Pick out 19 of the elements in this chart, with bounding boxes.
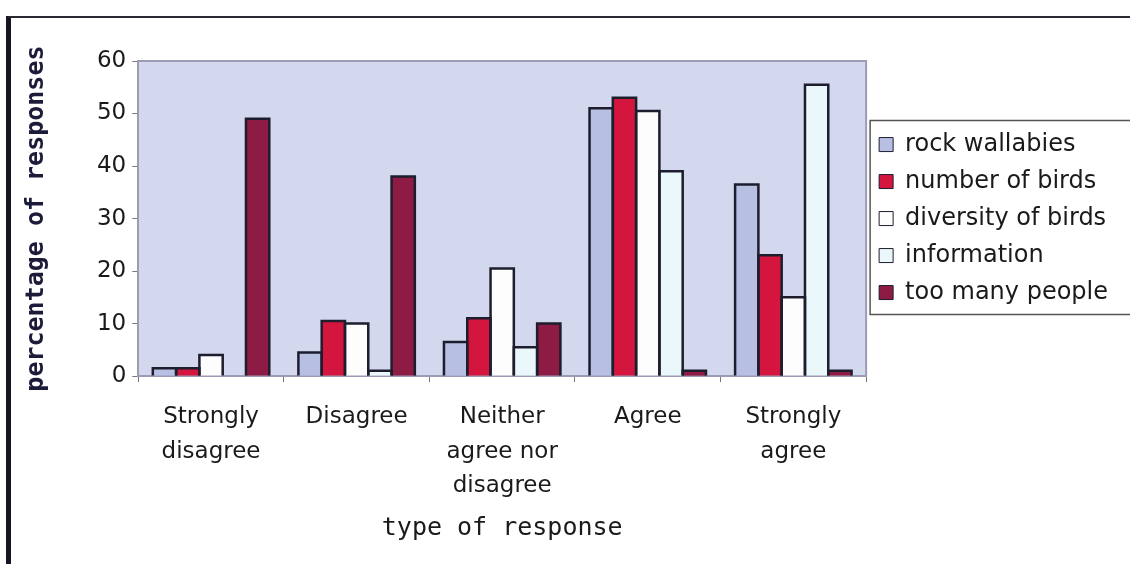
y-tick-label: 50 [96,98,127,125]
y-tick-label: 0 [111,361,127,388]
legend-label: diversity of birds [905,202,1107,231]
y-axis-title: percentage of responses [19,45,49,392]
y-tick-label: 60 [96,45,127,72]
y-tick-label: 20 [96,256,127,283]
x-tick-label: Strongly agree [745,401,842,463]
legend-label: too many people [905,276,1108,305]
legend-label: information [905,239,1044,268]
x-tick-label: Agree [613,401,682,428]
y-tick-label: 10 [96,308,127,335]
x-axis-title: type of response [381,511,623,541]
x-tick-label: Strongly disagree [161,401,261,463]
x-tick-label: Disagree [305,401,408,428]
x-tick-label: Neither agree nor disagree [446,401,559,498]
y-tick-label: 30 [96,203,127,230]
y-tick-label: 40 [96,151,127,178]
legend-label: rock wallabies [905,128,1076,157]
legend-label: number of birds [905,165,1097,194]
